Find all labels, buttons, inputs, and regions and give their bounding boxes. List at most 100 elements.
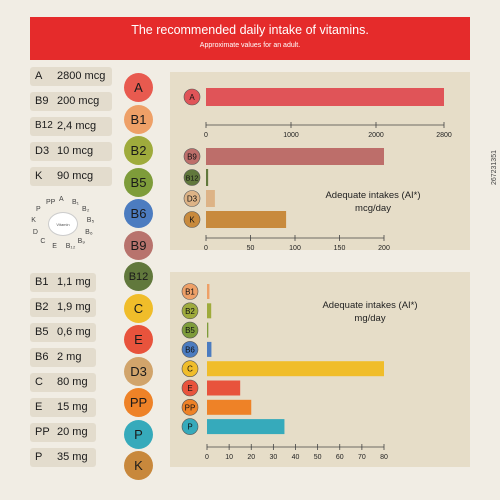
- category-label: P: [187, 423, 192, 432]
- bar-label-marker: [183, 169, 201, 186]
- vitamin-dose: 10 mcg: [57, 145, 94, 157]
- bar-c: [207, 361, 384, 377]
- bar-k: [206, 211, 287, 228]
- vitamin-name: A: [35, 70, 43, 82]
- x-tick-label: 2000: [368, 132, 384, 139]
- dosage-row: B6 2 mg: [30, 348, 96, 367]
- vitamin-circle-a: A: [124, 73, 153, 102]
- x-tick-label: 100: [289, 245, 301, 250]
- bar-label-marker: [181, 302, 199, 320]
- page-title: The recommended daily intake of vitamins…: [131, 23, 369, 37]
- vitamin-circle-b5: B5: [124, 167, 153, 197]
- category-label: D3: [187, 195, 198, 204]
- page-subtitle: Approximate values for an adult.: [199, 42, 301, 49]
- x-tick-label: 0: [205, 454, 209, 461]
- x-tick-label: 150: [334, 245, 346, 250]
- vitamin-name: B1: [35, 276, 49, 288]
- x-tick-label: 60: [336, 454, 344, 461]
- vitamin-dose: 1,9 mg: [57, 301, 91, 313]
- bar-b1: [207, 284, 210, 299]
- bar-b5: [207, 322, 209, 338]
- dosage-row: PP 20 mg: [30, 423, 96, 442]
- bar-label-marker: [181, 418, 199, 435]
- x-tick-label: 50: [247, 245, 255, 250]
- bar-label-marker: [181, 399, 199, 416]
- vitamin-wheel: Vitamin A B₁ B₂ B₅ B₆ B₉ B₁₂ E C D K P PP: [30, 196, 98, 256]
- wheel-label: P: [35, 206, 41, 214]
- title-banner: The recommended daily intake of vitamins…: [30, 17, 470, 60]
- vitamin-circle-b1: B1: [124, 104, 153, 134]
- vitamin-name: K: [35, 170, 43, 182]
- wheel-label: B₅: [86, 217, 95, 225]
- bar-label-marker: [183, 211, 201, 228]
- wheel-label: C: [40, 237, 46, 245]
- dosage-row: A 2800 mcg: [30, 67, 112, 86]
- wheel-label: E: [52, 243, 57, 251]
- dosage-row: B5 0,6 mg: [30, 323, 96, 342]
- wheel-label: A: [59, 196, 64, 203]
- vitamin-name: B12: [35, 120, 53, 131]
- vitamin-circle-k: K: [124, 451, 153, 480]
- dosage-row: E 15 mg: [30, 398, 96, 417]
- x-tick-label: 50: [314, 454, 322, 461]
- x-tick-label: 0: [204, 245, 208, 250]
- wheel-label: B₁₂: [65, 243, 76, 251]
- vitamin-dose: 0,6 mg: [57, 326, 91, 338]
- category-label: C: [187, 365, 193, 374]
- x-tick-label: 1000: [283, 132, 299, 139]
- bar-b6: [207, 341, 212, 357]
- bar-b12: [206, 169, 209, 186]
- bar-label-marker: [183, 88, 201, 106]
- units-annotation: Adequate intakes (AI*) mcg/day: [325, 190, 420, 214]
- dosage-row: B9 200 mcg: [30, 92, 112, 111]
- category-label: B5: [185, 326, 195, 335]
- x-tick-label: 0: [204, 132, 208, 139]
- bar-d3: [206, 190, 215, 207]
- vitamin-dose: 15 mg: [57, 401, 88, 413]
- vitamin-name: B2: [35, 301, 49, 313]
- vitamin-circle-pp: PP: [124, 388, 153, 417]
- chart-panel-mcg: A 0 1000 2000 2800 B9 B12 D3 K 0 50 100 150 200 Adequ…: [170, 72, 470, 250]
- bar-label-marker: [183, 148, 201, 165]
- bar-e: [207, 380, 241, 396]
- x-tick-label: 70: [358, 454, 366, 461]
- vitamin-name: B5: [35, 326, 49, 338]
- units-annotation: Adequate intakes (AI*) mg/day: [322, 300, 417, 324]
- vitamin-name: D3: [35, 145, 50, 157]
- vitamin-circle-b2: B2: [124, 136, 153, 165]
- x-tick-label: 200: [378, 245, 390, 250]
- category-label: PP: [185, 403, 196, 412]
- vitamin-name: C: [35, 376, 43, 388]
- vitamin-circle-e: E: [124, 325, 153, 354]
- category-label: B1: [185, 288, 195, 297]
- x-tick-label: 30: [269, 454, 277, 461]
- dosage-row: B12 2,4 mcg: [30, 117, 112, 136]
- vitamin-name: P: [35, 451, 43, 463]
- bar-label-marker: [183, 190, 201, 207]
- category-label: B2: [185, 307, 195, 316]
- vitamin-dose: 2 mg: [57, 351, 82, 363]
- x-tick-label: 2800: [436, 132, 452, 139]
- wheel-center: Vitamin: [48, 212, 78, 236]
- category-label: A: [189, 93, 195, 102]
- bar-label-marker: [181, 360, 199, 377]
- category-label: B12: [186, 176, 199, 183]
- dosage-row: K 90 mcg: [30, 167, 112, 186]
- vitamin-name: E: [35, 401, 43, 413]
- vitamin-dose: 2800 mcg: [57, 70, 106, 82]
- vitamin-name: B9: [35, 95, 49, 107]
- chart-mcg: B9 B12 D3 K 0 50 100 150 200 Adequate intakes (AI…: [183, 148, 421, 250]
- dosage-row: C 80 mg: [30, 373, 96, 392]
- vitamin-circle-b12: B12: [124, 262, 153, 291]
- bar-b2: [207, 303, 212, 319]
- bar-p: [207, 419, 285, 435]
- vitamin-circle-d3: D3: [124, 356, 153, 386]
- vitamin-dose: 80 mg: [57, 376, 88, 388]
- wheel-label: K: [31, 217, 36, 225]
- chart-panel-mg: B1 B2 B5 B6 C E PP P 0 10 20 30 40 50 60 70 80 Adequate i…: [170, 272, 470, 467]
- watermark-id: 267231351: [491, 150, 498, 186]
- wheel-label: B₆: [85, 228, 93, 236]
- wheel-label: D: [32, 228, 38, 236]
- bar-label-marker: [181, 341, 199, 358]
